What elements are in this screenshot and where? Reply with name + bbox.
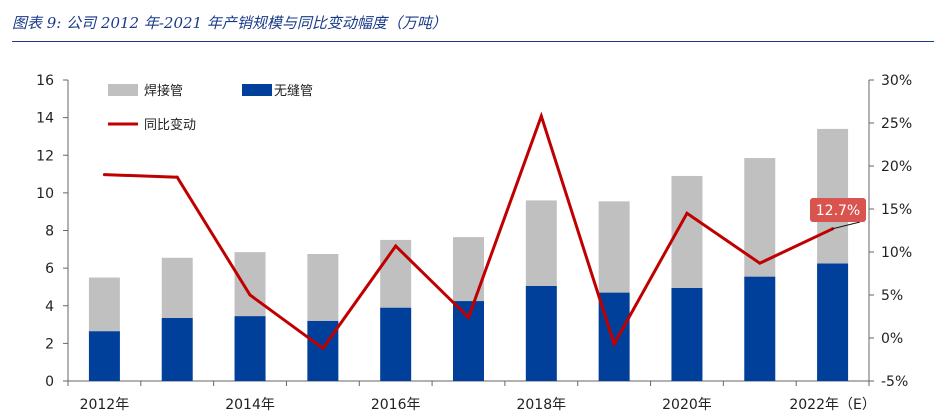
- line-yoy-point: [612, 342, 616, 346]
- bar-seamless: [380, 307, 412, 381]
- y-left-tick-label: 10: [36, 186, 54, 202]
- y-right-tick-label: 15%: [881, 202, 912, 218]
- line-yoy-point: [248, 293, 252, 297]
- y-left-tick-label: 12: [36, 148, 54, 164]
- line-yoy-point: [321, 346, 325, 350]
- line-yoy: [104, 111, 834, 351]
- y-right-tick-label: 25%: [881, 116, 912, 132]
- bar-seamless: [234, 316, 266, 381]
- y-left-tick-label: 2: [45, 336, 54, 352]
- bar-seamless: [817, 263, 849, 381]
- y-right-tick-label: 20%: [881, 159, 912, 175]
- y-left-tick-label: 16: [36, 73, 54, 89]
- y-left-tick-label: 8: [45, 224, 54, 240]
- chart-bars: [88, 128, 849, 381]
- x-tick-label: 2022年（E）: [789, 397, 875, 413]
- bar-seamless: [161, 317, 193, 381]
- chart-caption: 图表 9: 公司 2012 年-2021 年产销规模与同比变动幅度（万吨）: [12, 14, 447, 32]
- y-right-tick-label: 5%: [881, 288, 903, 304]
- x-tick-label: 2018年: [516, 397, 566, 413]
- callout-leader: [832, 221, 861, 230]
- callout-box: [810, 198, 866, 222]
- y-left-tick-label: 14: [36, 111, 54, 127]
- chart-line: [102, 111, 835, 351]
- bar-seamless: [671, 287, 703, 381]
- line-yoy-point: [685, 211, 689, 215]
- x-tick-label: 2012年: [80, 397, 130, 413]
- y-left-tick-label: 0: [45, 374, 54, 390]
- y-right-tick-label: 10%: [881, 245, 912, 261]
- line-yoy-point: [102, 173, 106, 177]
- line-yoy-point: [758, 261, 762, 265]
- bar-welded: [307, 254, 339, 321]
- legend-swatch-seamless: [242, 84, 272, 96]
- bar-seamless: [525, 285, 557, 381]
- line-yoy-point: [394, 244, 398, 248]
- callout-label: 12.7%: [816, 203, 860, 219]
- bar-welded: [525, 200, 557, 286]
- bar-welded: [380, 239, 412, 308]
- x-tick-label: 2020年: [662, 397, 712, 413]
- bar-welded: [88, 277, 120, 332]
- legend-swatch-welded: [108, 84, 138, 96]
- bar-welded: [161, 257, 193, 318]
- line-yoy-point: [175, 175, 179, 179]
- legend-label-seamless: 无缝管: [274, 84, 313, 99]
- bar-seamless: [88, 331, 120, 381]
- bar-seamless: [744, 276, 776, 381]
- y-left-tick-label: 6: [45, 261, 54, 277]
- bar-welded: [234, 252, 266, 317]
- y-left-tick-label: 4: [45, 299, 54, 315]
- caption-rule: [12, 41, 934, 42]
- line-yoy-point: [467, 315, 470, 319]
- legend-label-yoy: 同比变动: [144, 117, 196, 133]
- x-tick-label: 2014年: [225, 397, 275, 413]
- legend-label-welded: 焊接管: [144, 83, 183, 99]
- bar-seamless: [307, 320, 339, 381]
- line-yoy-point: [539, 114, 543, 118]
- bar-welded: [598, 201, 630, 293]
- x-tick-label: 2016年: [371, 397, 421, 413]
- chart-callout: 12.7%: [810, 198, 866, 230]
- bar-welded: [817, 128, 849, 264]
- y-right-tick-label: 0%: [881, 331, 903, 347]
- y-right-tick-label: 30%: [881, 73, 912, 89]
- y-right-tick-label: -5%: [881, 374, 908, 390]
